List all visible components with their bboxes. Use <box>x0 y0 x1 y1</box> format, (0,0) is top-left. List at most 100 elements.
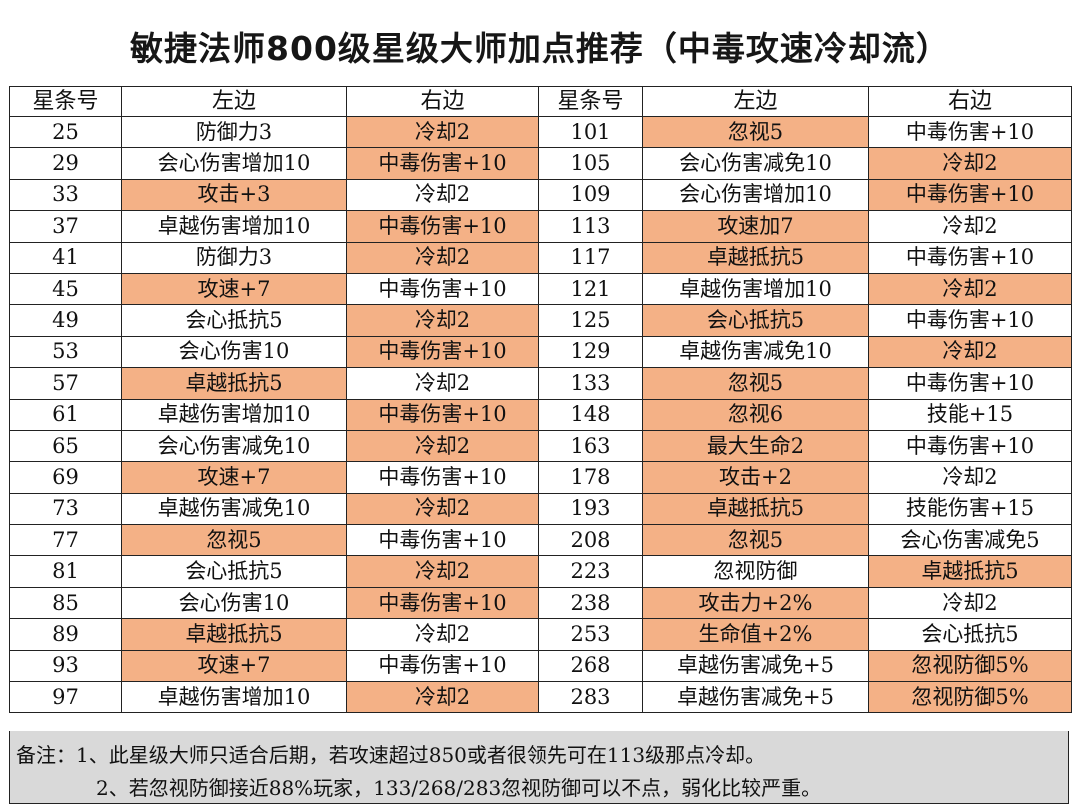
right-option-cell: 冷却2 <box>346 618 539 651</box>
right-option-cell: 技能伤害+15 <box>868 492 1072 526</box>
right-option-cell: 会心抵抗5 <box>868 618 1072 651</box>
star-number-cell: 238 <box>538 586 643 620</box>
left-option-cell: 会心伤害增加10 <box>121 147 347 180</box>
table-row: 49 会心抵抗5 冷却2 125 会心抵抗5 中毒伤害+10 <box>9 304 1072 337</box>
table-row: 25 防御力3 冷却2 101 忽视5 中毒伤害+10 <box>9 115 1072 149</box>
left-option-cell: 忽视6 <box>642 398 869 431</box>
left-option-cell: 卓越抵抗5 <box>642 241 869 274</box>
header-right: 右边 <box>868 86 1072 117</box>
left-option-cell: 攻击力+2% <box>642 586 869 620</box>
header-right: 右边 <box>346 86 539 117</box>
table-row: 97 卓越伤害增加10 冷却2 283 卓越伤害减免+5 忽视防御5% <box>9 681 1072 714</box>
right-option-cell: 冷却2 <box>868 147 1072 180</box>
table-row: 33 攻击+3 冷却2 109 会心伤害增加10 中毒伤害+10 <box>9 178 1072 212</box>
star-number-cell: 97 <box>9 681 122 714</box>
right-option-cell: 冷却2 <box>346 555 539 588</box>
left-option-cell: 防御力3 <box>121 241 347 274</box>
table-body: 25 防御力3 冷却2 101 忽视5 中毒伤害+10 29 会心伤害增加10 中毒伤害+10 1… <box>9 115 1072 714</box>
right-option-cell: 中毒伤害+10 <box>346 210 539 243</box>
star-number-cell: 163 <box>538 429 643 463</box>
right-option-cell: 中毒伤害+10 <box>868 115 1072 149</box>
right-option-cell: 冷却2 <box>346 429 539 463</box>
right-option-cell: 中毒伤害+10 <box>346 272 539 306</box>
star-number-cell: 105 <box>538 147 643 180</box>
left-option-cell: 生命值+2% <box>642 618 869 651</box>
table-row: 61 卓越伤害增加10 中毒伤害+10 148 忽视6 技能+15 <box>9 398 1072 431</box>
star-number-cell: 208 <box>538 524 643 557</box>
star-number-cell: 133 <box>538 367 643 400</box>
star-number-cell: 45 <box>9 272 122 306</box>
notes-box: 备注：1、此星级大师只适合后期，若攻速超过850或者很领先可在113级那点冷却。… <box>9 731 1069 804</box>
left-option-cell: 会心伤害增加10 <box>642 178 869 212</box>
table-row: 57 卓越抵抗5 冷却2 133 忽视5 中毒伤害+10 <box>9 367 1072 400</box>
right-option-cell: 中毒伤害+10 <box>868 178 1072 212</box>
table-row: 77 忽视5 中毒伤害+10 208 忽视5 会心伤害减免5 <box>9 524 1072 557</box>
left-option-cell: 会心抵抗5 <box>121 555 347 588</box>
left-option-cell: 忽视5 <box>121 524 347 557</box>
right-option-cell: 中毒伤害+10 <box>868 304 1072 337</box>
right-option-cell: 技能+15 <box>868 398 1072 431</box>
right-option-cell: 中毒伤害+10 <box>346 524 539 557</box>
talent-table: 星条号 左边 右边 星条号 左边 右边 25 防御力3 冷却2 101 忽视5 中毒伤害+… <box>9 86 1072 714</box>
table-row: 41 防御力3 冷却2 117 卓越抵抗5 中毒伤害+10 <box>9 241 1072 274</box>
star-number-cell: 109 <box>538 178 643 212</box>
right-option-cell: 冷却2 <box>346 241 539 274</box>
right-option-cell: 冷却2 <box>868 210 1072 243</box>
header-star-number: 星条号 <box>9 86 122 117</box>
table-header-row: 星条号 左边 右边 星条号 左边 右边 <box>9 86 1072 117</box>
star-number-cell: 49 <box>9 304 122 337</box>
star-number-cell: 125 <box>538 304 643 337</box>
left-option-cell: 忽视5 <box>642 367 869 400</box>
star-number-cell: 25 <box>9 115 122 149</box>
right-option-cell: 冷却2 <box>346 115 539 149</box>
right-option-cell: 会心伤害减免5 <box>868 524 1072 557</box>
left-option-cell: 忽视5 <box>642 524 869 557</box>
table-row: 73 卓越伤害减免10 冷却2 193 卓越抵抗5 技能伤害+15 <box>9 492 1072 526</box>
right-option-cell: 冷却2 <box>346 492 539 526</box>
table-row: 29 会心伤害增加10 中毒伤害+10 105 会心伤害减免10 冷却2 <box>9 147 1072 180</box>
table-row: 85 会心伤害10 中毒伤害+10 238 攻击力+2% 冷却2 <box>9 586 1072 620</box>
left-option-cell: 会心伤害减免10 <box>121 429 347 463</box>
star-number-cell: 37 <box>9 210 122 243</box>
right-option-cell: 忽视防御5% <box>868 649 1072 683</box>
left-option-cell: 防御力3 <box>121 115 347 149</box>
right-option-cell: 冷却2 <box>868 586 1072 620</box>
star-number-cell: 178 <box>538 461 643 494</box>
left-option-cell: 卓越伤害减免10 <box>121 492 347 526</box>
right-option-cell: 中毒伤害+10 <box>346 586 539 620</box>
note-line-2: 2、若忽视防御接近88%玩家，133/268/283忽视防御可以不点，弱化比较严… <box>96 776 822 800</box>
left-option-cell: 会心伤害10 <box>121 586 347 620</box>
left-option-cell: 会心伤害减免10 <box>642 147 869 180</box>
left-option-cell: 卓越抵抗5 <box>642 492 869 526</box>
star-number-cell: 77 <box>9 524 122 557</box>
right-option-cell: 中毒伤害+10 <box>346 398 539 431</box>
right-option-cell: 冷却2 <box>868 272 1072 306</box>
right-option-cell: 中毒伤害+10 <box>346 147 539 180</box>
table-row: 65 会心伤害减免10 冷却2 163 最大生命2 中毒伤害+10 <box>9 429 1072 463</box>
left-option-cell: 卓越伤害减免+5 <box>642 649 869 683</box>
note-line-1: 备注：1、此星级大师只适合后期，若攻速超过850或者很领先可在113级那点冷却。 <box>16 743 766 767</box>
star-number-cell: 89 <box>9 618 122 651</box>
table-row: 53 会心伤害10 中毒伤害+10 129 卓越伤害减免10 冷却2 <box>9 335 1072 369</box>
header-star-number: 星条号 <box>538 86 643 117</box>
right-option-cell: 中毒伤害+10 <box>868 429 1072 463</box>
left-option-cell: 忽视防御 <box>642 555 869 588</box>
left-option-cell: 攻击+3 <box>121 178 347 212</box>
star-number-cell: 129 <box>538 335 643 369</box>
right-option-cell: 中毒伤害+10 <box>868 241 1072 274</box>
table-row: 69 攻速+7 中毒伤害+10 178 攻击+2 冷却2 <box>9 461 1072 494</box>
star-number-cell: 85 <box>9 586 122 620</box>
left-option-cell: 卓越伤害增加10 <box>121 398 347 431</box>
table-row: 89 卓越抵抗5 冷却2 253 生命值+2% 会心抵抗5 <box>9 618 1072 651</box>
right-option-cell: 中毒伤害+10 <box>346 461 539 494</box>
left-option-cell: 会心抵抗5 <box>121 304 347 337</box>
star-number-cell: 69 <box>9 461 122 494</box>
star-number-cell: 53 <box>9 335 122 369</box>
star-number-cell: 33 <box>9 178 122 212</box>
table-row: 93 攻速+7 中毒伤害+10 268 卓越伤害减免+5 忽视防御5% <box>9 649 1072 683</box>
right-option-cell: 卓越抵抗5 <box>868 555 1072 588</box>
star-number-cell: 117 <box>538 241 643 274</box>
left-option-cell: 会心抵抗5 <box>642 304 869 337</box>
star-number-cell: 81 <box>9 555 122 588</box>
page-title: 敏捷法师800级星级大师加点推荐（中毒攻速冷却流） <box>130 29 950 68</box>
